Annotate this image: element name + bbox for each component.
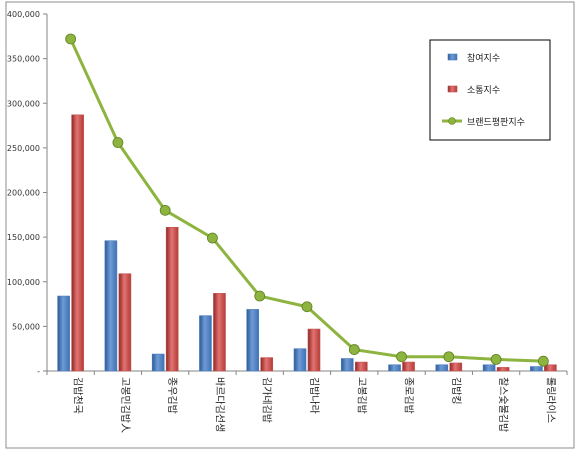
communication-bar: [449, 362, 463, 372]
line-series: [65, 33, 549, 367]
communication-bar: [118, 273, 132, 372]
brand-reputation-point: [159, 204, 171, 216]
brand-reputation-point: [207, 232, 218, 244]
brand-reputation-point: [490, 353, 502, 365]
brand-reputation-point: [301, 301, 313, 313]
brand-reputation-point: [112, 137, 124, 148]
communication-bar: [260, 357, 274, 372]
participation-bar: [482, 364, 496, 372]
legend-swatch: [447, 53, 458, 61]
x-tick-label: 김가네김밥: [261, 377, 273, 423]
brand-reputation-point: [537, 355, 549, 367]
communication-bar: [71, 114, 84, 372]
legend-label: 소통지수: [467, 85, 500, 96]
communication-bar: [165, 227, 179, 372]
participation-bar: [199, 315, 212, 372]
y-tick-label: 350,000: [7, 55, 40, 64]
communication-bar: [544, 364, 557, 372]
bar-series: [57, 114, 557, 372]
communication-bar: [213, 293, 226, 372]
brand-reputation-point: [65, 33, 77, 45]
participation-bar: [435, 364, 449, 372]
x-tick-label: 종로김밥: [403, 377, 415, 414]
y-tick-label: 250,000: [7, 144, 40, 153]
y-axis: - 50,000 100,000 150,000 200,000 250,000 300,0…: [7, 10, 48, 376]
y-tick-label: 100,000: [7, 278, 40, 287]
participation-bar: [104, 240, 118, 372]
participation-bar: [57, 295, 70, 372]
brand-reputation-point: [443, 351, 455, 363]
participation-bar: [293, 348, 307, 372]
y-tick-label: -: [37, 367, 40, 376]
participation-bar: [340, 358, 354, 372]
x-axis: 김밥천국 고봉민김밥人 종우김밥 바르다김선생 김가네김밥 김밥나라 고봉김밥 종로김밥 김밥킹…: [46, 370, 568, 433]
communication-bar: [307, 328, 321, 372]
y-tick-label: 150,000: [7, 233, 40, 242]
legend-label: 브랜드평판지수: [467, 117, 525, 128]
legend-marker: [448, 117, 456, 125]
participation-bar: [246, 309, 260, 372]
participation-bar: [151, 353, 165, 372]
x-tick-label: 롤링라이스: [544, 377, 556, 423]
communication-bar: [496, 367, 510, 372]
x-tick-label: 김밥킹: [450, 377, 462, 405]
x-tick-label: 김밥천국: [72, 377, 84, 414]
brand-reputation-point: [396, 351, 407, 363]
y-tick-label: 400,000: [7, 10, 40, 19]
communication-bar: [354, 361, 368, 372]
y-tick-label: 300,000: [7, 99, 40, 108]
brand-reputation-point: [348, 344, 360, 355]
y-tick-label: 200,000: [7, 189, 40, 198]
x-tick-label: 고봉민김밥人: [119, 377, 131, 433]
x-tick-label: 바르다김선생: [213, 377, 225, 432]
participation-bar: [530, 366, 543, 372]
brand-reputation-point: [254, 290, 266, 302]
communication-bar: [402, 361, 415, 372]
x-tick-label: 고봉김밥: [355, 377, 367, 414]
participation-bar: [388, 364, 401, 372]
legend-label: 참여지수: [467, 52, 500, 64]
x-tick-label: 종우김밥: [166, 377, 178, 414]
legend-swatch: [447, 85, 458, 93]
y-tick-label: 50,000: [12, 322, 40, 331]
x-tick-label: 김밥나라: [308, 377, 320, 414]
x-tick-label: 찰스숯불김밥: [497, 377, 509, 432]
